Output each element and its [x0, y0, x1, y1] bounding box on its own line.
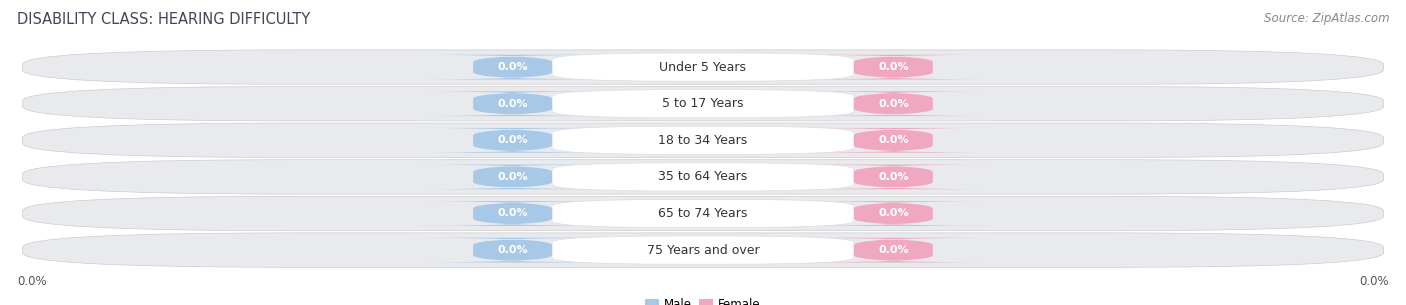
Text: 35 to 64 Years: 35 to 64 Years: [658, 170, 748, 183]
FancyBboxPatch shape: [415, 238, 610, 263]
Text: 0.0%: 0.0%: [879, 245, 908, 255]
Text: 0.0%: 0.0%: [498, 245, 527, 255]
Text: 0.0%: 0.0%: [879, 209, 908, 218]
Text: 0.0%: 0.0%: [879, 62, 908, 72]
FancyBboxPatch shape: [415, 55, 610, 80]
Text: 0.0%: 0.0%: [1360, 275, 1389, 288]
Text: 0.0%: 0.0%: [498, 135, 527, 145]
FancyBboxPatch shape: [553, 236, 853, 264]
FancyBboxPatch shape: [796, 238, 991, 263]
Text: Source: ZipAtlas.com: Source: ZipAtlas.com: [1264, 12, 1389, 25]
FancyBboxPatch shape: [796, 164, 991, 189]
Text: 0.0%: 0.0%: [498, 62, 527, 72]
Text: 65 to 74 Years: 65 to 74 Years: [658, 207, 748, 220]
FancyBboxPatch shape: [796, 128, 991, 153]
Text: 75 Years and over: 75 Years and over: [647, 244, 759, 257]
FancyBboxPatch shape: [22, 196, 1384, 231]
FancyBboxPatch shape: [553, 90, 853, 118]
FancyBboxPatch shape: [22, 87, 1384, 121]
Text: DISABILITY CLASS: HEARING DIFFICULTY: DISABILITY CLASS: HEARING DIFFICULTY: [17, 12, 311, 27]
FancyBboxPatch shape: [553, 163, 853, 191]
FancyBboxPatch shape: [22, 160, 1384, 194]
Text: 0.0%: 0.0%: [498, 172, 527, 182]
Legend: Male, Female: Male, Female: [645, 298, 761, 305]
FancyBboxPatch shape: [796, 201, 991, 226]
FancyBboxPatch shape: [22, 233, 1384, 267]
FancyBboxPatch shape: [796, 91, 991, 116]
Text: 0.0%: 0.0%: [17, 275, 46, 288]
FancyBboxPatch shape: [415, 91, 610, 116]
FancyBboxPatch shape: [415, 164, 610, 189]
FancyBboxPatch shape: [553, 126, 853, 154]
Text: 0.0%: 0.0%: [879, 172, 908, 182]
Text: 0.0%: 0.0%: [498, 99, 527, 109]
Text: 0.0%: 0.0%: [498, 209, 527, 218]
Text: Under 5 Years: Under 5 Years: [659, 61, 747, 74]
Text: 18 to 34 Years: 18 to 34 Years: [658, 134, 748, 147]
FancyBboxPatch shape: [415, 128, 610, 153]
FancyBboxPatch shape: [22, 50, 1384, 84]
FancyBboxPatch shape: [22, 123, 1384, 157]
FancyBboxPatch shape: [415, 201, 610, 226]
FancyBboxPatch shape: [553, 199, 853, 228]
FancyBboxPatch shape: [553, 53, 853, 81]
Text: 5 to 17 Years: 5 to 17 Years: [662, 97, 744, 110]
Text: 0.0%: 0.0%: [879, 135, 908, 145]
Text: 0.0%: 0.0%: [879, 99, 908, 109]
FancyBboxPatch shape: [796, 55, 991, 80]
